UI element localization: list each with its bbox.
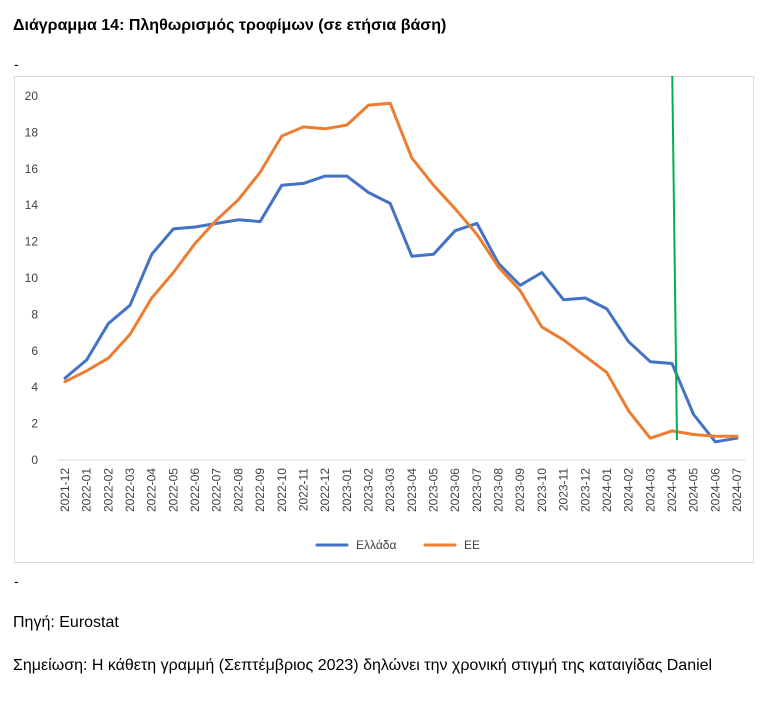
chart-frame (14, 76, 754, 563)
x-tick-label: 2023-02 (361, 468, 375, 512)
y-tick-label: 8 (31, 307, 38, 321)
x-tick-label: 2023-06 (448, 468, 462, 512)
x-tick-label: 2022-08 (231, 468, 245, 512)
x-tick-label: 2022-05 (166, 468, 180, 512)
x-tick-label: 2023-04 (405, 468, 419, 512)
y-tick-label: 6 (31, 344, 38, 358)
x-tick-label: 2022-04 (145, 468, 159, 512)
x-tick-label: 2022-10 (275, 468, 289, 512)
x-tick-label: 2023-12 (578, 468, 592, 512)
y-tick-label: 16 (25, 162, 39, 176)
x-tick-label: 2022-03 (123, 468, 137, 512)
y-tick-label: 20 (25, 89, 39, 103)
x-tick-label: 2024-04 (665, 468, 679, 512)
event-marker-line (671, 76, 678, 441)
y-tick-label: 18 (25, 125, 39, 139)
x-tick-label: 2023-08 (492, 468, 506, 512)
x-tick-label: 2023-09 (513, 468, 527, 512)
x-tick-label: 2024-07 (730, 468, 744, 512)
x-tick-label: 2023-01 (340, 468, 354, 512)
legend-label: Ελλάδα (356, 538, 396, 552)
x-tick-label: 2024-02 (622, 468, 636, 512)
x-tick-label: 2023-05 (427, 468, 441, 512)
y-tick-label: 2 (31, 417, 38, 431)
source-text: Πηγή: Eurostat (13, 614, 119, 631)
x-tick-label: 2023-10 (535, 468, 549, 512)
x-tick-label: 2021-12 (58, 468, 72, 512)
note-text: Σημείωση: Η κάθετη γραμμή (Σεπτέμβριος 2… (13, 657, 713, 674)
x-tick-label: 2022-07 (210, 468, 224, 512)
x-tick-label: 2022-09 (253, 468, 267, 512)
y-tick-label: 0 (31, 453, 38, 467)
y-tick-label: 4 (31, 380, 38, 394)
x-tick-label: 2024-05 (687, 468, 701, 512)
separator-dash-top: - (14, 56, 19, 72)
line-chart: 0 2 4 6 8 10 12 14 16 18 20 2021-12 2022-01 2022-02 20… (25, 76, 745, 552)
x-tick-label: 2022-11 (296, 468, 310, 511)
x-tick-label: 2022-12 (318, 468, 332, 512)
x-tick-label: 2024-03 (643, 468, 657, 512)
y-tick-label: 10 (25, 271, 39, 285)
series-line-eu (63, 101, 739, 440)
x-tick-label: 2024-01 (600, 468, 614, 512)
separator-dash-bottom: - (14, 573, 19, 589)
series-line-greece (63, 174, 739, 444)
y-tick-label: 12 (25, 235, 39, 249)
legend-label: ΕΕ (464, 538, 480, 552)
x-tick-label: 2023-07 (470, 468, 484, 512)
x-tick-label: 2023-11 (557, 468, 571, 511)
x-tick-label: 2023-03 (383, 468, 397, 512)
y-tick-label: 14 (25, 198, 39, 212)
x-tick-label: 2022-01 (80, 468, 94, 512)
x-tick-label: 2022-06 (188, 468, 202, 512)
x-tick-label: 2024-06 (708, 468, 722, 512)
chart-title: Διάγραμμα 14: Πληθωρισμός τροφίμων (σε ε… (13, 17, 447, 34)
x-tick-label: 2022-02 (101, 468, 115, 512)
